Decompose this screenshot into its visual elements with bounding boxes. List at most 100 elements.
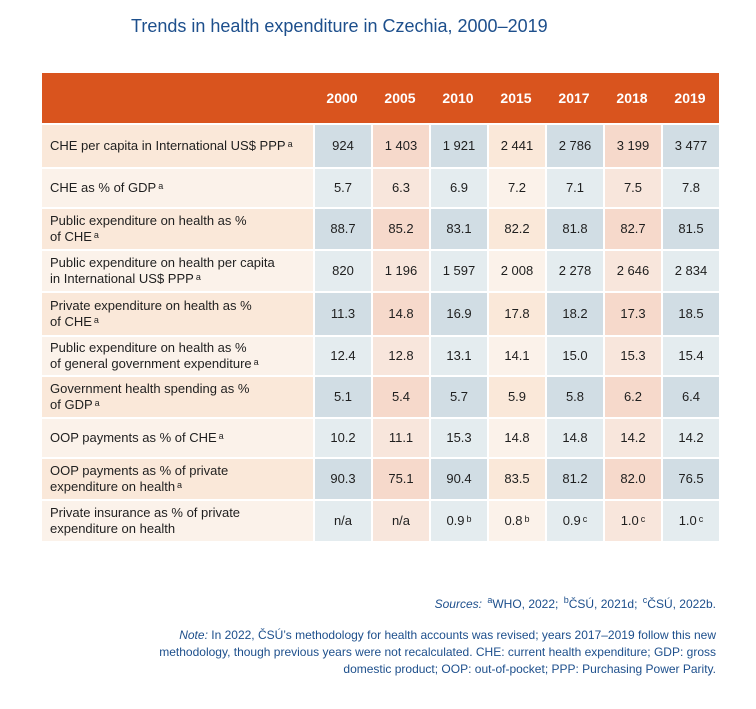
header-label-cell xyxy=(42,73,313,123)
cell-value: 14.8 xyxy=(562,430,588,445)
cell-value: 7.2 xyxy=(507,180,527,195)
value-cell: 17.3 xyxy=(603,291,661,335)
footnote-marker: a xyxy=(158,181,164,191)
cell-value: 5.9 xyxy=(507,389,527,404)
value-cell: 16.9 xyxy=(429,291,487,335)
cell-value: 82.7 xyxy=(620,221,646,236)
value-cell: 18.2 xyxy=(545,291,603,335)
year-header: 2005 xyxy=(371,73,429,123)
table-row: Government health spending as % of GDP a 5.… xyxy=(42,375,719,417)
value-cell: 6.2 xyxy=(603,375,661,417)
value-cell: 2 441 xyxy=(487,123,545,167)
table-row: Public expenditure on health as % of gene… xyxy=(42,335,719,375)
value-cell: 14.2 xyxy=(661,417,719,457)
cell-value: 17.3 xyxy=(620,306,646,321)
cell-value: 15.4 xyxy=(678,348,704,363)
value-cell: 7.2 xyxy=(487,167,545,207)
cell-value: 3 199 xyxy=(616,138,650,153)
year-header: 2017 xyxy=(545,73,603,123)
cell-value: 18.2 xyxy=(562,306,588,321)
cell-value: 13.1 xyxy=(446,348,472,363)
value-cell: 14.8 xyxy=(487,417,545,457)
health-expenditure-table: 2000 2005 2010 2015 2017 2018 2019 CHE p… xyxy=(42,73,719,541)
table-row: OOP payments as % of private expenditure … xyxy=(42,457,719,499)
cell-value: 1 921 xyxy=(442,138,476,153)
cell-value: 5.8 xyxy=(565,389,585,404)
value-cell: 85.2 xyxy=(371,207,429,249)
value-cell: 88.7 xyxy=(313,207,371,249)
cell-value: 15.3 xyxy=(620,348,646,363)
value-cell: 10.2 xyxy=(313,417,371,457)
value-cell: 2 834 xyxy=(661,249,719,291)
value-cell: 5.9 xyxy=(487,375,545,417)
cell-value: 12.4 xyxy=(330,348,356,363)
value-cell: 81.8 xyxy=(545,207,603,249)
value-cell: 81.5 xyxy=(661,207,719,249)
row-label: Public expenditure on health per capita i… xyxy=(42,249,313,291)
value-cell: 76.5 xyxy=(661,457,719,499)
cell-value: 5.4 xyxy=(391,389,411,404)
year-header: 2018 xyxy=(603,73,661,123)
cell-value: 17.8 xyxy=(504,306,530,321)
value-cell: 2 008 xyxy=(487,249,545,291)
value-cell: 83.5 xyxy=(487,457,545,499)
row-label: CHE per capita in International US$ PPP a xyxy=(42,123,313,167)
source-c: ČSÚ, 2022b. xyxy=(647,597,716,611)
value-cell: 11.1 xyxy=(371,417,429,457)
footnote-marker: b xyxy=(563,595,569,605)
value-cell: 83.1 xyxy=(429,207,487,249)
note-block: Note: In 2022, ČSÚ’s methodology for hea… xyxy=(116,627,716,678)
footnote-marker: a xyxy=(253,357,259,367)
cell-value: 14.8 xyxy=(388,306,414,321)
footnote-marker: a xyxy=(93,315,99,325)
row-label-line: OOP payments as % of private xyxy=(50,463,229,478)
cell-value: 7.1 xyxy=(565,180,585,195)
cell-value: 5.1 xyxy=(333,389,353,404)
footnote-marker: a xyxy=(487,595,493,605)
row-label: CHE as % of GDP a xyxy=(42,167,313,207)
row-label-line: of general government expenditure xyxy=(50,356,252,371)
table-row: Public expenditure on health as % of CHE a… xyxy=(42,207,719,249)
row-label-line: Private expenditure on health as % xyxy=(50,298,252,313)
value-cell: 12.8 xyxy=(371,335,429,375)
cell-value: 15.0 xyxy=(562,348,588,363)
cell-value: n/a xyxy=(333,513,353,528)
footnote-marker: a xyxy=(93,230,99,240)
cell-value: 81.2 xyxy=(562,471,588,486)
sources-label: Sources: xyxy=(434,597,482,611)
cell-value: 18.5 xyxy=(678,306,704,321)
cell-value: 0.9 xyxy=(446,513,465,528)
row-label: Private insurance as % of private expendi… xyxy=(42,499,313,541)
cell-value: 83.5 xyxy=(504,471,530,486)
value-cell: 82.2 xyxy=(487,207,545,249)
value-cell: 18.5 xyxy=(661,291,719,335)
value-cell: 7.5 xyxy=(603,167,661,207)
footnote-marker: c xyxy=(640,514,646,524)
cell-value: 7.8 xyxy=(681,180,701,195)
table-row: OOP payments as % of CHE a 10.2 11.1 15.3 14.… xyxy=(42,417,719,457)
value-cell: 14.1 xyxy=(487,335,545,375)
cell-value: 0.9 xyxy=(562,513,581,528)
footnote-marker: c xyxy=(642,595,648,605)
cell-value: 82.0 xyxy=(620,471,646,486)
cell-value: 1 597 xyxy=(442,263,476,278)
table-row: CHE as % of GDP a 5.7 6.3 6.9 7.2 7.1 7.5 7.8 xyxy=(42,167,719,207)
cell-value: 6.2 xyxy=(623,389,643,404)
cell-value: 820 xyxy=(332,263,354,278)
cell-value: 90.3 xyxy=(330,471,356,486)
year-header: 2010 xyxy=(429,73,487,123)
value-cell: 6.4 xyxy=(661,375,719,417)
cell-value: 76.5 xyxy=(678,471,704,486)
row-label-line: in International US$ PPP xyxy=(50,271,194,286)
value-cell: 90.3 xyxy=(313,457,371,499)
value-cell: 5.8 xyxy=(545,375,603,417)
value-cell: 15.4 xyxy=(661,335,719,375)
value-cell: 1 196 xyxy=(371,249,429,291)
footnote-marker: b xyxy=(466,514,472,524)
value-cell: 81.2 xyxy=(545,457,603,499)
cell-value: 1.0 xyxy=(678,513,697,528)
value-cell: 0.9 b xyxy=(429,499,487,541)
row-label-line: CHE as % of GDP xyxy=(50,180,157,195)
page-title: Trends in health expenditure in Czechia,… xyxy=(131,16,548,36)
footnote-marker: c xyxy=(698,514,704,524)
